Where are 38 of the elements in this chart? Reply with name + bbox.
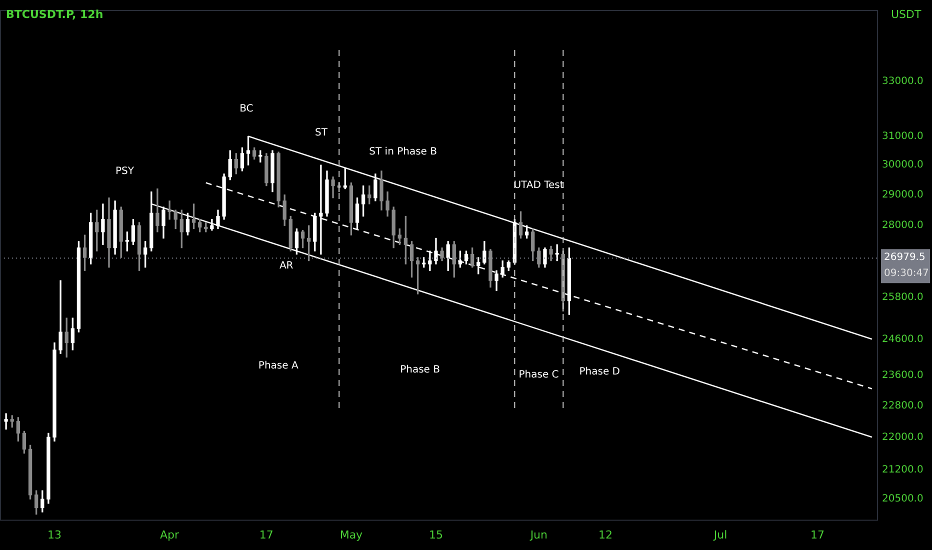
- y-axis-title: USDT: [891, 8, 922, 21]
- x-tick-label: 17: [259, 528, 274, 542]
- annotation: Phase C: [518, 370, 559, 381]
- candlestick: [4, 413, 8, 430]
- y-tick-label: 22000.0: [882, 432, 924, 443]
- annotation: Phase A: [258, 360, 298, 372]
- text: 09:30:47: [884, 268, 929, 279]
- x-tick-label: Jun: [529, 528, 548, 542]
- annotation: PSY: [115, 166, 135, 178]
- y-tick-label: 29000.0: [882, 189, 924, 200]
- annotation: BC: [240, 104, 254, 115]
- candlestick: [168, 200, 172, 220]
- x-tick-label: May: [340, 528, 364, 542]
- x-tick-label: 12: [598, 528, 613, 542]
- y-tick-label: 30000.0: [882, 160, 924, 171]
- x-tick-label: 13: [47, 528, 62, 542]
- y-tick-label: 20500.0: [882, 494, 924, 505]
- annotation: ST: [315, 128, 328, 139]
- y-tick-label: 31000.0: [882, 130, 924, 142]
- chart-title: BTCUSDT.P, 12h: [6, 8, 104, 21]
- y-tick-label: 22800.0: [882, 400, 924, 412]
- y-tick-label: 24600.0: [882, 334, 924, 345]
- annotation: ST in Phase B: [369, 146, 438, 158]
- y-tick-label: 33000.0: [882, 76, 924, 88]
- annotation: Phase D: [579, 366, 620, 378]
- annotation: AR: [279, 260, 294, 272]
- y-tick-label: 28000.0: [882, 220, 924, 232]
- annotation: Phase B: [400, 364, 440, 376]
- ref-line-label: 26979.5: [884, 252, 926, 263]
- x-tick-label: Apr: [160, 528, 180, 542]
- y-tick-label: 23600.0: [882, 370, 924, 382]
- y-tick-label: 25800.0: [882, 292, 924, 303]
- x-tick-label: 17: [810, 528, 824, 542]
- x-tick-label: Jul: [712, 528, 728, 542]
- y-tick-label: 21200.0: [882, 464, 924, 476]
- x-tick-label: 15: [428, 528, 443, 542]
- candlestick: [555, 244, 559, 262]
- candlestick: [58, 280, 62, 354]
